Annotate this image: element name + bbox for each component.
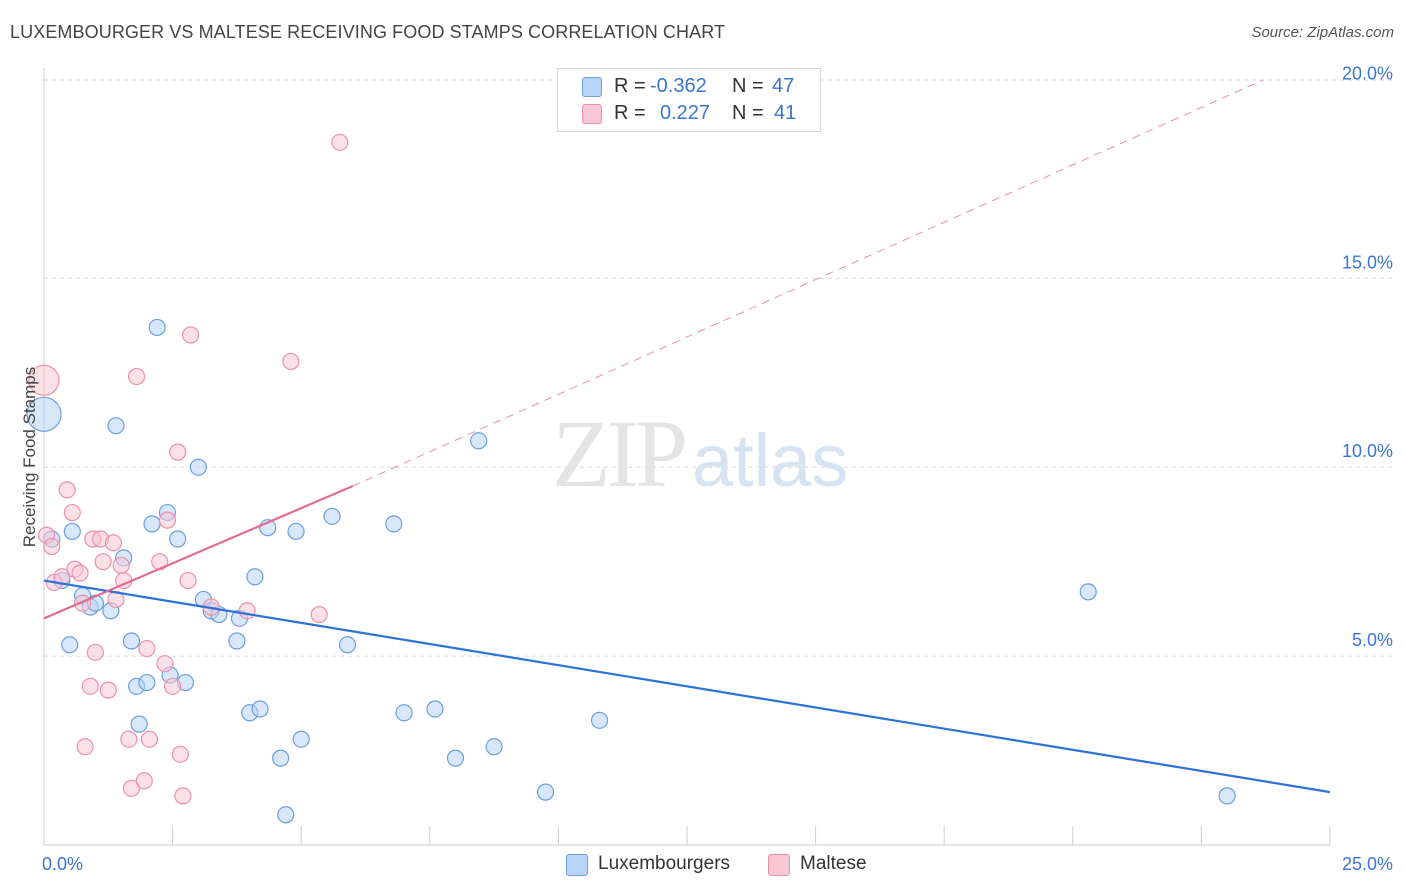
luxembourgers-point <box>277 806 295 824</box>
maltese-point <box>310 605 328 624</box>
n-value: 41 <box>774 102 797 124</box>
maltese-point <box>331 133 349 151</box>
maltese-point <box>94 553 112 571</box>
maltese-trend-line-extension <box>352 79 1264 487</box>
legend-row-maltese: R = 0.227 N = 41 <box>558 100 820 128</box>
maltese-point <box>238 602 256 620</box>
maltese-point <box>127 367 146 386</box>
luxembourgers-point <box>426 700 444 718</box>
legend-label: Maltese <box>800 853 867 874</box>
maltese-point <box>169 443 187 461</box>
luxembourgers-point <box>246 568 264 586</box>
maltese-point <box>156 655 174 673</box>
legend-swatch-blue <box>566 854 588 876</box>
luxembourgers-point <box>590 711 609 729</box>
maltese-point <box>182 326 200 344</box>
luxembourgers-point <box>107 417 125 435</box>
luxembourgers-point <box>272 749 290 767</box>
luxembourgers-point <box>338 636 357 654</box>
maltese-points <box>28 133 349 805</box>
maltese-point <box>58 481 76 499</box>
x-tick-label: 0.0% <box>42 854 83 874</box>
n-label: N = <box>732 75 764 97</box>
luxembourgers-point <box>130 715 148 733</box>
maltese-point <box>282 352 300 371</box>
luxembourgers-point <box>61 636 79 654</box>
luxembourgers-point <box>536 783 555 801</box>
y-tick-label: 20.0% <box>1342 63 1393 83</box>
maltese-point <box>122 779 141 797</box>
luxembourgers-point <box>323 507 341 525</box>
maltese-point <box>112 556 130 575</box>
watermark: ZIP atlas <box>552 398 848 509</box>
legend-swatch-pink <box>768 854 790 876</box>
luxembourgers-point <box>122 632 141 650</box>
maltese-point <box>138 639 156 658</box>
trend-lines <box>43 79 1331 794</box>
maltese-point <box>164 677 182 695</box>
axes <box>43 68 1331 846</box>
chart-title: LUXEMBOURGER VS MALTESE RECEIVING FOOD S… <box>10 22 726 42</box>
watermark-atlas: atlas <box>692 419 849 502</box>
legend-swatch-pink <box>582 104 602 124</box>
luxembourgers-point <box>385 515 403 533</box>
maltese-point <box>63 503 81 522</box>
r-label: R = <box>614 102 646 124</box>
maltese-point <box>158 511 177 529</box>
luxembourgers-point <box>228 632 246 650</box>
x-tick-label: 25.0% <box>1342 854 1393 874</box>
n-label: N = <box>732 102 764 124</box>
r-value: -0.362 <box>650 75 707 97</box>
y-tick-label: 15.0% <box>1342 252 1393 272</box>
legend-label: Luxembourgers <box>598 853 731 874</box>
maltese-trend-line <box>43 485 354 620</box>
luxembourgers-point <box>292 730 310 748</box>
luxembourgers-point <box>143 515 161 533</box>
maltese-point <box>99 681 117 699</box>
luxembourgers-point <box>485 738 503 756</box>
maltese-point <box>174 787 192 805</box>
maltese-point <box>28 364 60 396</box>
maltese-point <box>171 745 189 763</box>
luxembourgers-point <box>446 749 465 767</box>
tick-labels: 5.0% 10.0% 15.0% 20.0% 0.0% 25.0% <box>42 63 1393 874</box>
luxembourgers-point <box>169 530 187 548</box>
source-label: Source: ZipAtlas.com <box>1251 24 1394 41</box>
luxembourgers-point <box>189 458 207 476</box>
luxembourgers-point <box>251 700 269 718</box>
maltese-point <box>86 643 105 661</box>
maltese-point <box>81 677 99 695</box>
luxembourgers-point <box>287 522 305 541</box>
maltese-point <box>179 571 197 590</box>
maltese-point <box>140 730 159 748</box>
maltese-point <box>120 730 138 748</box>
y-axis-label: Receiving Food Stamps <box>20 366 39 548</box>
maltese-point <box>53 568 71 586</box>
maltese-point <box>43 537 61 556</box>
luxembourgers-point <box>470 432 488 450</box>
luxembourgers-point <box>1218 787 1236 805</box>
luxembourgers-point <box>395 704 413 722</box>
luxembourgers-point <box>138 673 156 692</box>
r-value: 0.227 <box>660 102 711 124</box>
maltese-point <box>76 738 94 756</box>
luxembourgers-point <box>63 522 81 541</box>
luxembourgers-point <box>26 396 62 432</box>
luxembourgers-trend-line <box>43 579 1331 794</box>
maltese-point <box>135 772 153 790</box>
correlation-legend: R = -0.362 N = 47 R = 0.227 N = 41 <box>557 68 821 132</box>
maltese-point <box>104 534 123 552</box>
legend-swatch-blue <box>582 77 602 97</box>
r-label: R = <box>614 75 646 97</box>
legend-row-luxembourgers: R = -0.362 N = 47 <box>558 73 820 101</box>
luxembourgers-point <box>1079 583 1097 601</box>
y-tick-label: 10.0% <box>1342 441 1393 461</box>
grid-lines <box>44 79 1395 657</box>
maltese-point <box>71 564 89 582</box>
n-value: 47 <box>772 75 795 97</box>
luxembourgers-point <box>148 318 166 337</box>
y-tick-label: 5.0% <box>1352 630 1393 650</box>
watermark-zip: ZIP <box>552 400 688 507</box>
